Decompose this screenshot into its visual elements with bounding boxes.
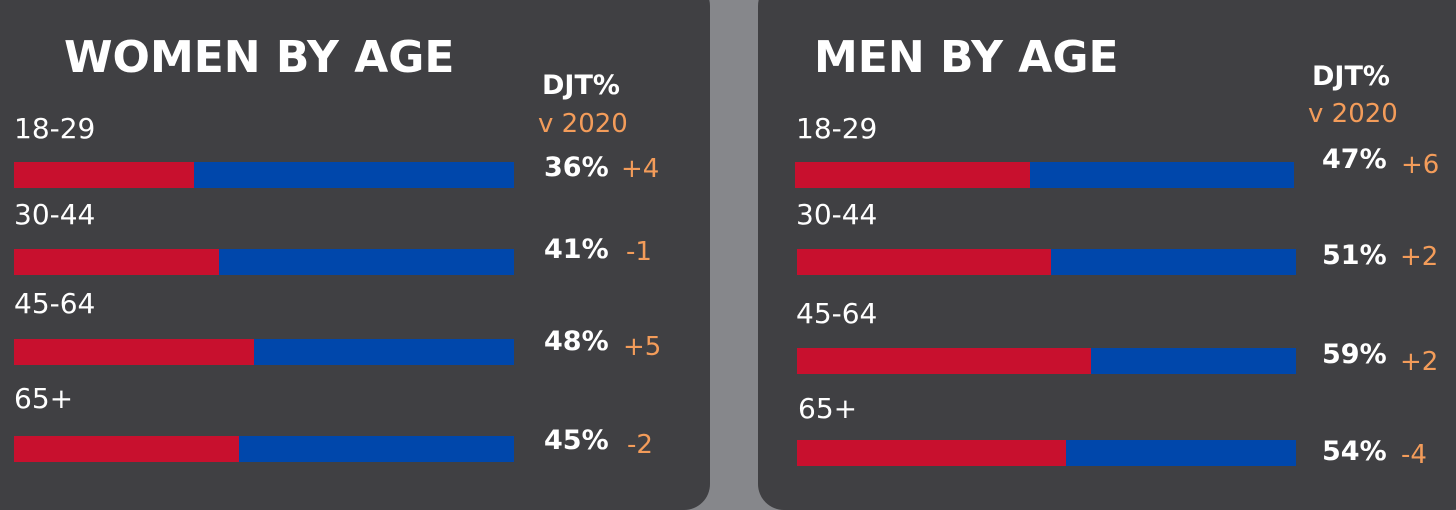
men-bar	[797, 440, 1296, 466]
men-chart-title: MEN BY AGE	[814, 32, 1119, 83]
women-age-label: 65+	[14, 382, 74, 415]
women-bar	[14, 436, 514, 462]
women-age-label: 18-29	[14, 112, 96, 145]
women-bar-djt-fill	[14, 339, 254, 365]
men-age-label: 65+	[798, 392, 858, 425]
men-bar-djt-fill	[795, 162, 1030, 188]
women-change-label: -1	[626, 237, 652, 267]
men-djt-header: DJT%	[1312, 61, 1390, 92]
women-pct-label: 36%	[544, 152, 609, 183]
women-bar	[14, 249, 514, 275]
men-bar-djt-fill	[797, 348, 1092, 374]
women-change-label: +4	[621, 154, 660, 184]
men-bar	[795, 162, 1294, 188]
men-pct-label: 54%	[1322, 436, 1387, 467]
men-change-label: +2	[1400, 347, 1439, 377]
women-djt-header: DJT%	[542, 70, 620, 101]
women-change-header: v 2020	[538, 109, 628, 139]
men-age-label: 45-64	[796, 297, 878, 330]
women-age-label: 30-44	[14, 198, 96, 231]
men-bar	[797, 249, 1296, 275]
men-change-header: v 2020	[1308, 99, 1398, 129]
men-bar-djt-fill	[797, 249, 1052, 275]
men-change-label: +2	[1400, 242, 1439, 272]
men-age-label: 18-29	[796, 112, 878, 145]
women-change-label: -2	[627, 430, 653, 460]
men-pct-label: 59%	[1322, 339, 1387, 370]
men-pct-label: 47%	[1322, 144, 1387, 175]
women-bar-djt-fill	[14, 249, 219, 275]
men-pct-label: 51%	[1322, 240, 1387, 271]
men-change-label: -4	[1401, 440, 1427, 470]
women-bar	[14, 162, 514, 188]
men-bar-djt-fill	[797, 440, 1067, 466]
women-bar-djt-fill	[14, 162, 194, 188]
men-age-label: 30-44	[796, 198, 878, 231]
women-age-label: 45-64	[14, 287, 96, 320]
women-pct-label: 48%	[544, 326, 609, 357]
women-bar	[14, 339, 514, 365]
women-pct-label: 41%	[544, 234, 609, 265]
women-bar-djt-fill	[14, 436, 239, 462]
women-change-label: +5	[623, 332, 662, 362]
women-chart-title: WOMEN BY AGE	[64, 32, 455, 83]
men-change-label: +6	[1401, 150, 1440, 180]
women-pct-label: 45%	[544, 425, 609, 456]
men-bar	[797, 348, 1296, 374]
